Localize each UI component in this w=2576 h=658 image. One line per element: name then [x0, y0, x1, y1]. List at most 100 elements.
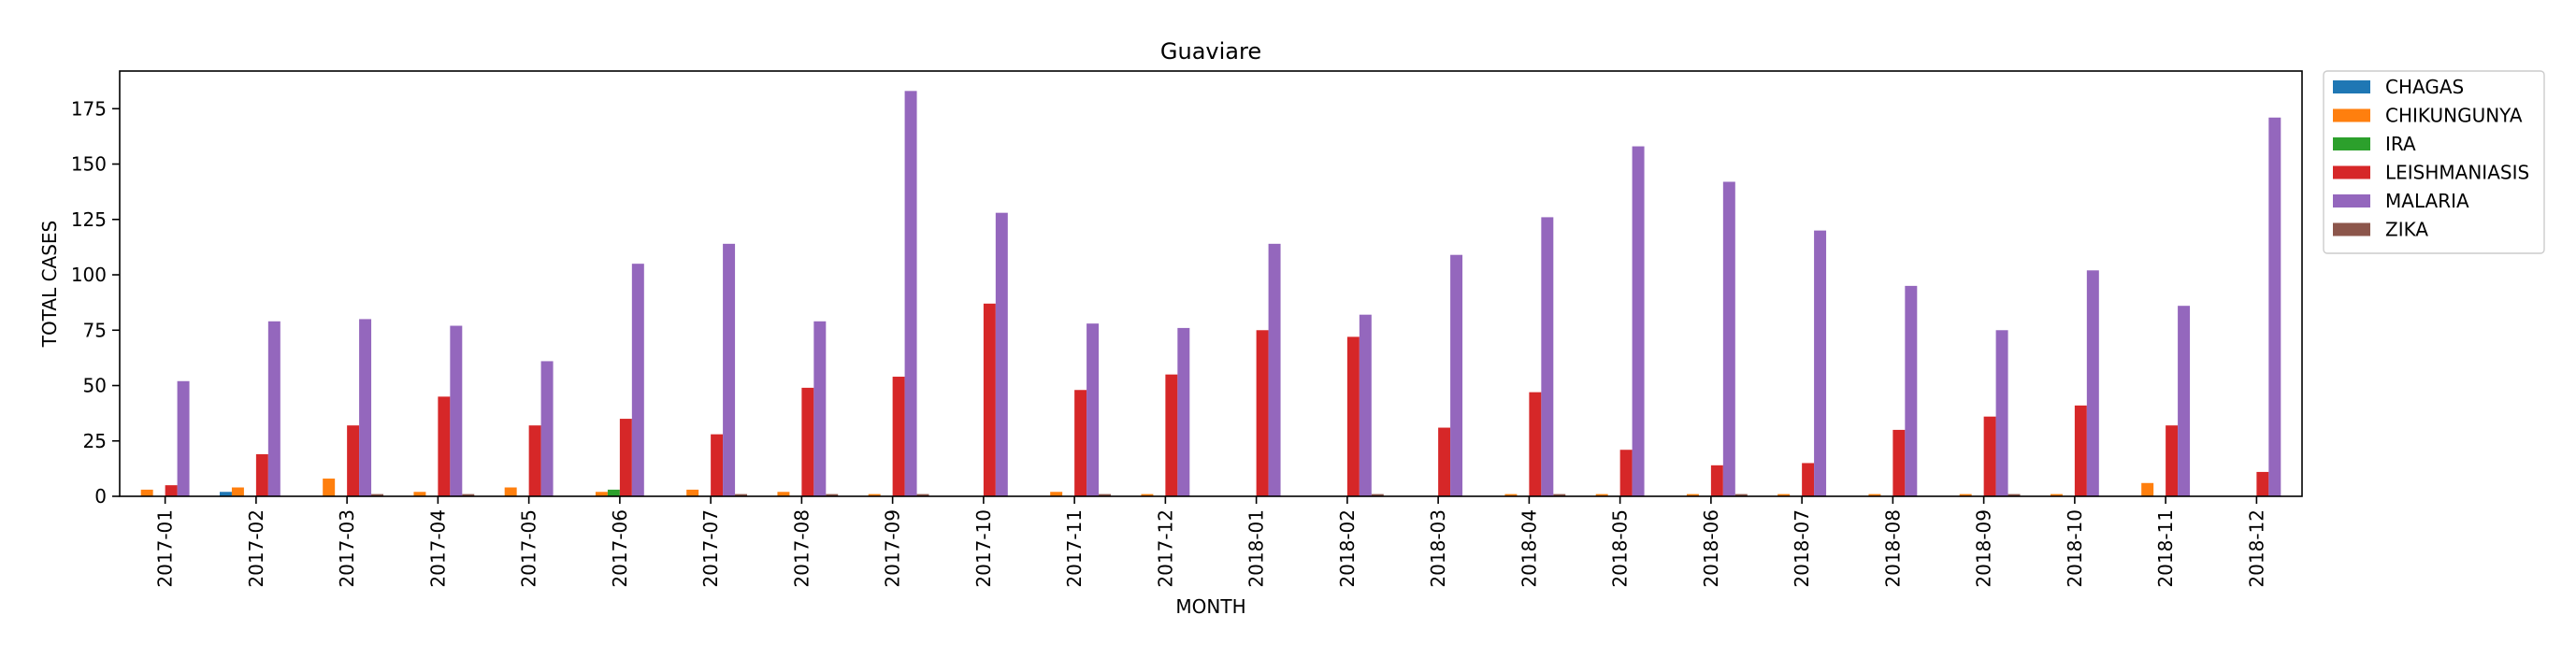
bar-zika-2017-11 — [1099, 494, 1112, 496]
bar-zika-2017-07 — [735, 494, 748, 496]
bar-leishmaniasis-2017-04 — [438, 396, 451, 496]
legend: CHAGAS CHIKUNGUNYA IRA LEISHMANIASIS MALARIA… — [2323, 70, 2545, 254]
x-axis-title: MONTH — [1175, 595, 1245, 618]
bar-malaria-2017-08 — [813, 321, 827, 496]
x-tick-label: 2017-10 — [972, 509, 995, 588]
bar-leishmaniasis-2017-01 — [165, 485, 178, 496]
y-tick-label: 25 — [83, 430, 107, 452]
x-tick-label: 2018-11 — [2154, 509, 2177, 588]
bar-leishmaniasis-2017-05 — [528, 425, 541, 496]
bar-malaria-2017-03 — [359, 319, 372, 496]
y-tick-label: 150 — [71, 153, 107, 176]
bar-leishmaniasis-2017-03 — [347, 425, 360, 496]
legend-swatch-malaria — [2333, 194, 2370, 207]
y-tick-label: 0 — [94, 485, 107, 508]
x-tick-label: 2018-08 — [1881, 509, 1904, 588]
bar-malaria-2018-06 — [1722, 181, 1735, 497]
x-tick-label: 2017-12 — [1154, 509, 1176, 588]
bar-malaria-2018-11 — [2178, 306, 2191, 496]
bar-chikungunya-2018-08 — [1868, 494, 1881, 496]
bar-malaria-2018-05 — [1632, 146, 1645, 496]
x-tick-label: 2018-03 — [1427, 509, 1449, 588]
y-axis-title: TOTAL CASES — [38, 221, 61, 348]
bar-chikungunya-2017-09 — [868, 494, 881, 496]
bar-leishmaniasis-2018-03 — [1438, 427, 1451, 496]
bar-leishmaniasis-2017-09 — [892, 377, 905, 496]
bar-zika-2018-04 — [1553, 494, 1566, 496]
bar-malaria-2018-07 — [1814, 230, 1827, 497]
bar-malaria-2018-02 — [1359, 314, 1372, 496]
bar-zika-2018-06 — [1734, 494, 1748, 496]
x-tick-label: 2018-10 — [2064, 509, 2086, 588]
bar-leishmaniasis-2018-02 — [1346, 336, 1360, 497]
bar-malaria-2017-11 — [1087, 323, 1100, 496]
legend-label-chagas: CHAGAS — [2385, 76, 2464, 98]
bar-malaria-2017-10 — [995, 212, 1008, 497]
x-tick-label: 2017-07 — [699, 509, 722, 588]
bar-chikungunya-2017-01 — [140, 489, 153, 496]
bar-chikungunya-2017-04 — [413, 492, 426, 496]
bar-zika-2018-09 — [2008, 494, 2021, 496]
y-tick-label: 75 — [83, 319, 107, 341]
chart-title: Guaviare — [1160, 38, 1261, 64]
x-tick-label: 2017-01 — [154, 509, 177, 588]
bar-malaria-2017-02 — [267, 321, 281, 496]
bar-leishmaniasis-2018-09 — [1983, 416, 1996, 496]
bar-zika-2017-04 — [462, 494, 475, 496]
bar-leishmaniasis-2018-10 — [2074, 405, 2087, 496]
x-tick-label: 2018-01 — [1245, 509, 1268, 588]
bar-malaria-2018-09 — [1995, 330, 2008, 496]
x-tick-label: 2018-07 — [1791, 509, 1813, 588]
legend-swatch-leishmaniasis — [2333, 165, 2370, 179]
x-tick-label: 2017-09 — [882, 509, 904, 588]
plot-frame — [119, 70, 2303, 497]
bar-chikungunya-2018-09 — [1959, 494, 1972, 496]
legend-box — [2323, 70, 2545, 254]
bar-ira-2017-06 — [607, 489, 620, 496]
x-tick-label: 2018-04 — [1518, 509, 1540, 588]
bar-chagas-2017-02 — [219, 492, 232, 496]
legend-swatch-ira — [2333, 137, 2370, 150]
bar-chikungunya-2018-10 — [2050, 494, 2063, 496]
bar-chikungunya-2018-05 — [1595, 494, 1608, 496]
bar-leishmaniasis-2018-05 — [1619, 450, 1633, 496]
bar-malaria-2017-04 — [450, 325, 463, 496]
bar-malaria-2018-03 — [1450, 254, 1463, 496]
bar-malaria-2017-01 — [177, 380, 190, 496]
bar-chikungunya-2017-02 — [231, 487, 244, 496]
x-tick-label: 2018-12 — [2245, 509, 2267, 588]
bar-malaria-2017-07 — [723, 243, 736, 496]
bar-malaria-2018-08 — [1905, 285, 1918, 496]
x-tick-label: 2017-02 — [245, 509, 267, 588]
bar-chikungunya-2017-06 — [595, 492, 608, 496]
bar-leishmaniasis-2017-12 — [1165, 374, 1178, 496]
bar-leishmaniasis-2017-07 — [711, 434, 724, 496]
bar-malaria-2017-06 — [631, 264, 644, 496]
x-tick-label: 2017-08 — [790, 509, 813, 588]
x-tick-label: 2017-04 — [426, 509, 449, 588]
x-tick-label: 2018-09 — [1973, 509, 1995, 588]
x-tick-label: 2018-05 — [1609, 509, 1632, 588]
bar-leishmaniasis-2017-10 — [983, 303, 996, 496]
bar-malaria-2018-12 — [2268, 117, 2281, 497]
legend-label-chikungunya: CHIKUNGUNYA — [2385, 105, 2523, 127]
y-tick-label: 175 — [71, 97, 107, 120]
bar-chikungunya-2018-07 — [1777, 494, 1791, 496]
bar-leishmaniasis-2018-07 — [1802, 463, 1815, 496]
bar-zika-2017-09 — [916, 494, 929, 496]
legend-label-leishmaniasis: LEISHMANIASIS — [2385, 162, 2529, 184]
bar-leishmaniasis-2018-12 — [2256, 471, 2269, 496]
bar-chikungunya-2018-11 — [2141, 482, 2154, 496]
legend-swatch-chagas — [2333, 80, 2370, 93]
legend-label-ira: IRA — [2385, 133, 2416, 155]
bar-leishmaniasis-2017-06 — [619, 419, 632, 496]
bar-leishmaniasis-2017-08 — [801, 387, 814, 496]
bar-malaria-2017-12 — [1177, 327, 1190, 496]
x-tick-label: 2017-05 — [518, 509, 540, 588]
legend-label-zika: ZIKA — [2385, 219, 2428, 241]
x-tick-label: 2017-11 — [1063, 509, 1086, 588]
bar-leishmaniasis-2017-11 — [1074, 390, 1087, 496]
legend-label-malaria: MALARIA — [2385, 190, 2469, 212]
bar-zika-2017-03 — [371, 494, 384, 496]
